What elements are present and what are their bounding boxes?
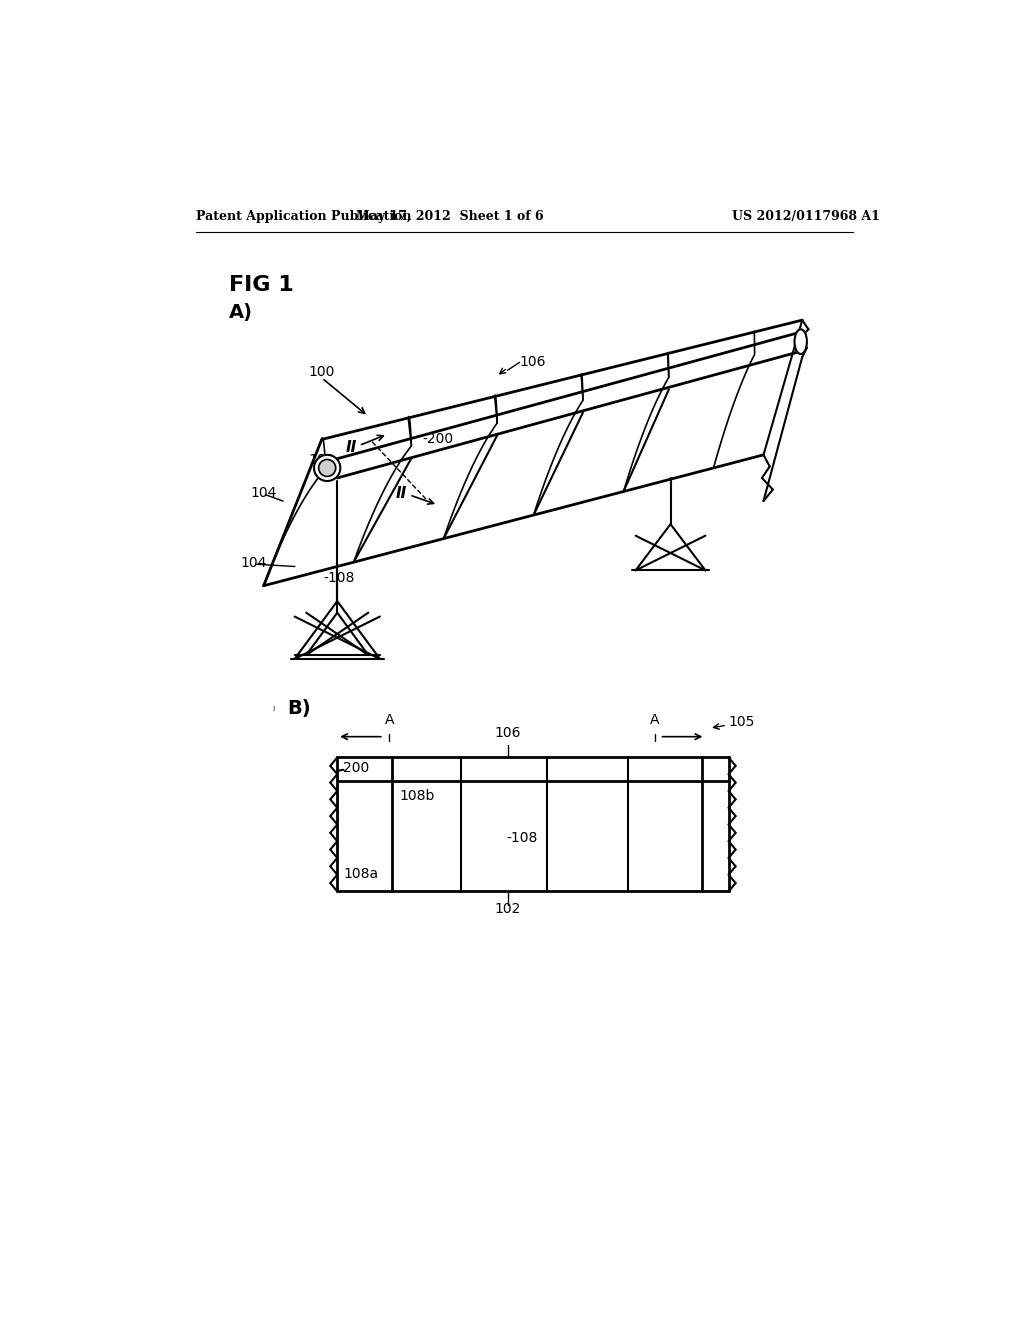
Text: May 17, 2012  Sheet 1 of 6: May 17, 2012 Sheet 1 of 6 [355,210,544,223]
Text: ': ' [271,705,276,723]
Text: 104: 104 [251,486,276,500]
Text: FIG 1: FIG 1 [228,276,294,296]
Ellipse shape [795,330,807,354]
Text: 106: 106 [495,726,521,739]
Text: Patent Application Publication: Patent Application Publication [197,210,412,223]
Text: 104: 104 [241,556,266,570]
Text: -108: -108 [506,830,538,845]
Text: A: A [650,713,659,726]
Text: II: II [345,440,356,454]
Text: 100: 100 [308,366,335,379]
Text: 106: 106 [519,355,546,370]
Circle shape [318,459,336,477]
Text: 200: 200 [343,762,370,775]
Text: 102: 102 [308,453,335,467]
Text: 108a: 108a [343,867,379,882]
Text: B): B) [287,700,310,718]
Text: US 2012/0117968 A1: US 2012/0117968 A1 [732,210,881,223]
Text: A: A [384,713,394,726]
Text: 105: 105 [729,715,755,729]
Text: -108: -108 [324,572,354,585]
Text: 108b: 108b [399,789,434,803]
Text: -200: -200 [423,433,454,446]
Text: A): A) [228,302,253,322]
Circle shape [314,455,340,480]
Text: 102: 102 [495,902,521,916]
Text: II: II [395,486,407,500]
